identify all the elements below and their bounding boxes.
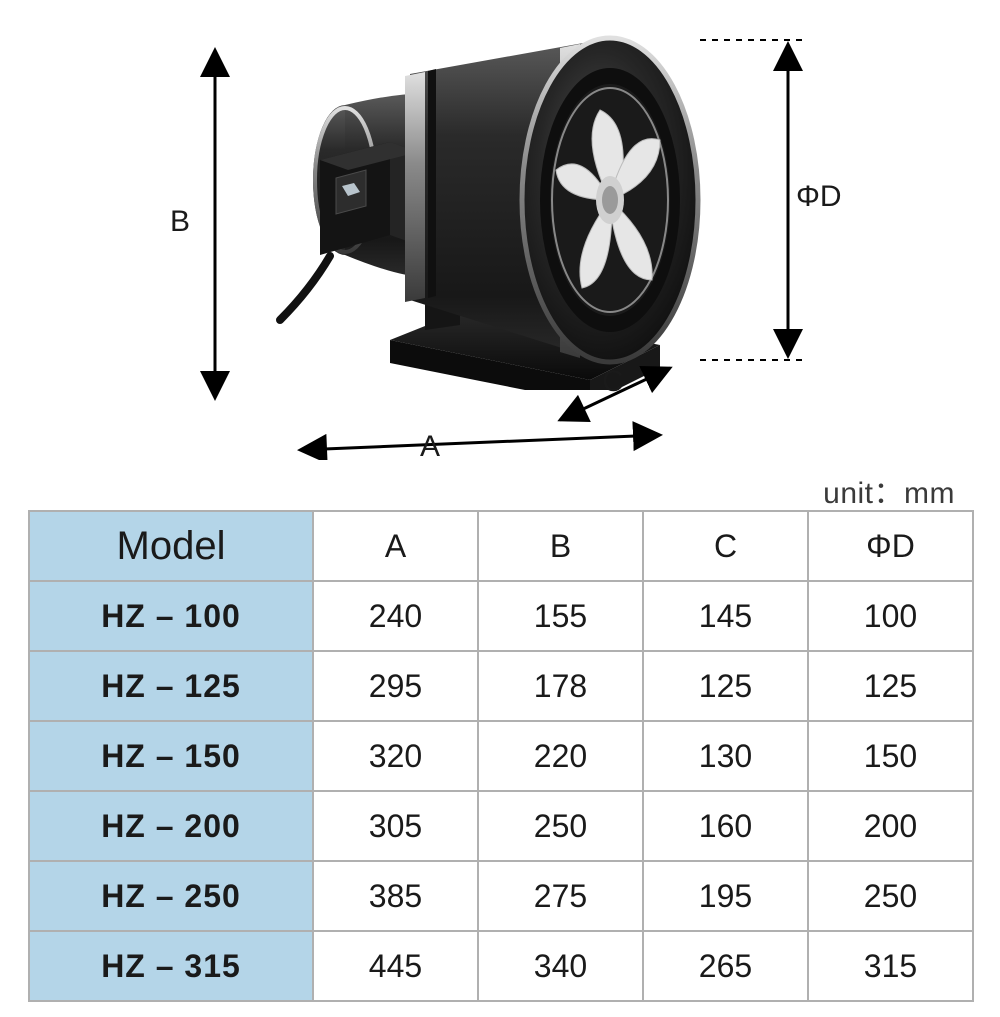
value-cell: 275	[478, 861, 643, 931]
dimension-diagram: B A C ΦD	[170, 10, 830, 460]
value-cell: 178	[478, 651, 643, 721]
table-row: HZ – 200305250160200	[29, 791, 973, 861]
dimension-arrows	[170, 10, 830, 460]
model-cell: HZ – 250	[29, 861, 313, 931]
value-cell: 130	[643, 721, 808, 791]
value-cell: 145	[643, 581, 808, 651]
col-header-c: C	[643, 511, 808, 581]
value-cell: 295	[313, 651, 478, 721]
table-header-row: Model A B C ΦD	[29, 511, 973, 581]
model-cell: HZ – 200	[29, 791, 313, 861]
value-cell: 340	[478, 931, 643, 1001]
value-cell: 385	[313, 861, 478, 931]
value-cell: 125	[808, 651, 973, 721]
value-cell: 265	[643, 931, 808, 1001]
value-cell: 220	[478, 721, 643, 791]
dim-label-c: C	[602, 365, 624, 399]
value-cell: 195	[643, 861, 808, 931]
value-cell: 250	[478, 791, 643, 861]
value-cell: 125	[643, 651, 808, 721]
value-cell: 315	[808, 931, 973, 1001]
table-row: HZ – 250385275195250	[29, 861, 973, 931]
unit-label: unit：mm	[823, 468, 955, 512]
dim-label-a: A	[420, 430, 440, 464]
value-cell: 160	[643, 791, 808, 861]
dim-label-d: ΦD	[796, 180, 842, 214]
value-cell: 445	[313, 931, 478, 1001]
value-cell: 250	[808, 861, 973, 931]
value-cell: 200	[808, 791, 973, 861]
value-cell: 100	[808, 581, 973, 651]
value-cell: 240	[313, 581, 478, 651]
spec-table: Model A B C ΦD HZ – 100240155145100HZ – …	[28, 510, 974, 1002]
table-row: HZ – 150320220130150	[29, 721, 973, 791]
dim-label-b: B	[170, 205, 190, 239]
value-cell: 150	[808, 721, 973, 791]
col-header-model: Model	[29, 511, 313, 581]
value-cell: 155	[478, 581, 643, 651]
table-row: HZ – 315445340265315	[29, 931, 973, 1001]
model-cell: HZ – 315	[29, 931, 313, 1001]
model-cell: HZ – 125	[29, 651, 313, 721]
model-cell: HZ – 150	[29, 721, 313, 791]
model-cell: HZ – 100	[29, 581, 313, 651]
value-cell: 320	[313, 721, 478, 791]
col-header-a: A	[313, 511, 478, 581]
value-cell: 305	[313, 791, 478, 861]
col-header-d: ΦD	[808, 511, 973, 581]
table-row: HZ – 100240155145100	[29, 581, 973, 651]
table-row: HZ – 125295178125125	[29, 651, 973, 721]
col-header-b: B	[478, 511, 643, 581]
